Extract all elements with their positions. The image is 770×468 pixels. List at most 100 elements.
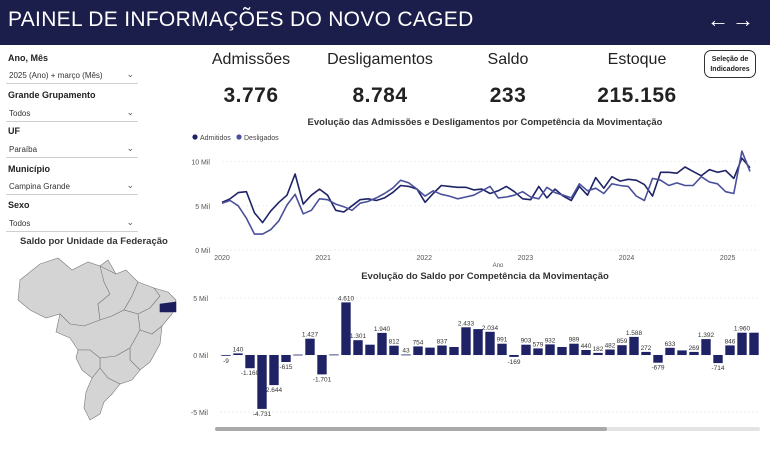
bar-saldo[interactable]: [725, 345, 735, 355]
legend-label-desligados[interactable]: Desligados: [244, 135, 279, 142]
bar-saldo[interactable]: [401, 354, 411, 356]
bar-saldo[interactable]: [617, 345, 627, 355]
bar-data-label: 2.433: [458, 320, 475, 327]
bar-data-label: 932: [545, 337, 556, 344]
filter-select-municipio[interactable]: Campina Grande ⌄: [6, 178, 138, 195]
kpi-estoque-label: Estoque: [607, 51, 667, 68]
bar-saldo[interactable]: [749, 332, 759, 355]
bar-saldo[interactable]: [245, 355, 255, 369]
bar-saldo[interactable]: [689, 351, 699, 355]
bar-data-label: 1.392: [698, 332, 715, 339]
brazil-map[interactable]: [0, 252, 190, 424]
bar-data-label: 1.940: [374, 326, 391, 333]
line-chart-y-tick: 10 Mil: [191, 160, 210, 167]
bar-saldo[interactable]: [677, 350, 687, 355]
filter-value: Todos: [9, 109, 31, 118]
bar-saldo[interactable]: [533, 348, 543, 355]
kpi-estoque-value: 215.156: [597, 84, 677, 107]
bar-saldo[interactable]: [629, 336, 639, 355]
bar-data-label: 903: [521, 338, 532, 345]
bar-saldo[interactable]: [701, 339, 711, 355]
bar-saldo[interactable]: [437, 345, 447, 356]
bar-data-label: 1.960: [734, 326, 751, 333]
bar-data-label: 754: [413, 339, 424, 346]
bar-data-label: -679: [651, 365, 664, 372]
header-bar: PAINEL DE INFORMAÇÕES DO NOVO CAGED ← →: [0, 0, 770, 45]
bar-saldo[interactable]: [653, 355, 663, 363]
bar-data-label: 182: [593, 346, 604, 353]
filter-select-uf[interactable]: Paraíba ⌄: [6, 141, 138, 158]
kpi-admissoes-value: 3.776: [223, 84, 279, 107]
horizontal-scrollbar[interactable]: [215, 427, 760, 431]
bar-data-label: 859: [617, 338, 628, 345]
bar-data-label: 4.610: [338, 295, 355, 302]
bar-saldo[interactable]: [317, 355, 327, 375]
bar-data-label: 812: [389, 339, 400, 346]
filter-value: Todos: [9, 219, 31, 228]
filter-label-grande-grupamento: Grande Grupamento: [8, 90, 96, 100]
bar-saldo[interactable]: [569, 343, 579, 355]
bar-saldo[interactable]: [593, 352, 603, 355]
bar-saldo[interactable]: [581, 350, 591, 355]
line-series-desligados[interactable]: [221, 150, 751, 235]
bar-saldo[interactable]: [365, 344, 375, 355]
indicator-button-line1: Seleção de: [711, 56, 749, 63]
bar-saldo[interactable]: [281, 355, 291, 362]
bar-saldo[interactable]: [641, 351, 651, 355]
bar-saldo[interactable]: [221, 355, 231, 356]
bar-saldo[interactable]: [521, 344, 531, 355]
line-chart-x-tick: 2022: [416, 255, 432, 262]
legend-label-admitidos[interactable]: Admitidos: [200, 135, 231, 142]
bar-data-label: -4.731: [253, 411, 272, 418]
bar-saldo[interactable]: [293, 354, 303, 356]
arrow-left-icon[interactable]: ←: [707, 7, 729, 32]
bar-data-label: -1.160: [241, 370, 260, 377]
filter-select-sexo[interactable]: Todos ⌄: [6, 215, 138, 232]
bar-saldo[interactable]: [353, 340, 363, 355]
bar-saldo[interactable]: [257, 355, 267, 409]
filter-label-sexo: Sexo: [8, 200, 30, 210]
bar-data-label: 482: [605, 343, 616, 350]
bar-saldo[interactable]: [713, 355, 723, 364]
bar-saldo[interactable]: [509, 355, 519, 357]
bar-saldo[interactable]: [497, 343, 507, 355]
bar-saldo[interactable]: [425, 347, 435, 355]
bar-saldo[interactable]: [269, 355, 279, 386]
map-title: Saldo por Unidade da Federação: [20, 236, 168, 247]
filter-select-grande-grupamento[interactable]: Todos ⌄: [6, 105, 138, 122]
bar-chart[interactable]: 5 Mil 0 Mil -5 Mil -9 140 -1.160 -4.731 2.644 -6…: [190, 284, 765, 424]
filter-select-ano-mes[interactable]: 2025 (Ano) + março (Mês) ⌄: [6, 67, 138, 84]
arrow-right-icon[interactable]: →: [732, 7, 754, 32]
bar-chart-y-tick: 0 Mil: [193, 353, 208, 360]
bar-saldo[interactable]: [665, 347, 675, 355]
bar-data-label: 1.301: [350, 333, 367, 340]
bar-saldo[interactable]: [605, 349, 615, 356]
bar-saldo[interactable]: [377, 332, 387, 355]
line-series-admitidos[interactable]: [221, 157, 751, 224]
bar-saldo[interactable]: [485, 331, 495, 355]
kpi-desligamentos-value: 8.784: [352, 84, 408, 107]
bar-saldo[interactable]: [305, 338, 315, 355]
line-chart[interactable]: Admitidos Desligados 0 Mil 5 Mil 10 Mil 2020 2…: [190, 128, 765, 273]
bar-data-label: 43: [402, 348, 410, 355]
line-chart-x-tick: 2020: [214, 255, 230, 262]
bar-saldo[interactable]: [341, 302, 351, 355]
bar-saldo[interactable]: [329, 354, 339, 356]
bar-data-label: 140: [233, 346, 244, 353]
bar-saldo[interactable]: [233, 353, 243, 355]
bar-saldo[interactable]: [473, 329, 483, 355]
filter-label-municipio: Município: [8, 164, 50, 174]
scrollbar-thumb[interactable]: [215, 427, 607, 431]
map-state-ms: [75, 349, 101, 379]
bar-saldo[interactable]: [449, 347, 459, 355]
indicator-selection-button[interactable]: Seleção de Indicadores: [704, 50, 756, 78]
bar-data-label: 440: [581, 343, 592, 350]
bar-saldo[interactable]: [461, 327, 471, 355]
bar-saldo[interactable]: [545, 344, 555, 355]
bar-saldo[interactable]: [737, 332, 747, 355]
kpi-admissoes-label: Admissões: [211, 51, 291, 68]
bar-saldo[interactable]: [557, 347, 567, 355]
bar-saldo[interactable]: [413, 346, 423, 355]
bar-data-label: 2.644: [266, 387, 283, 394]
bar-saldo[interactable]: [389, 345, 399, 355]
